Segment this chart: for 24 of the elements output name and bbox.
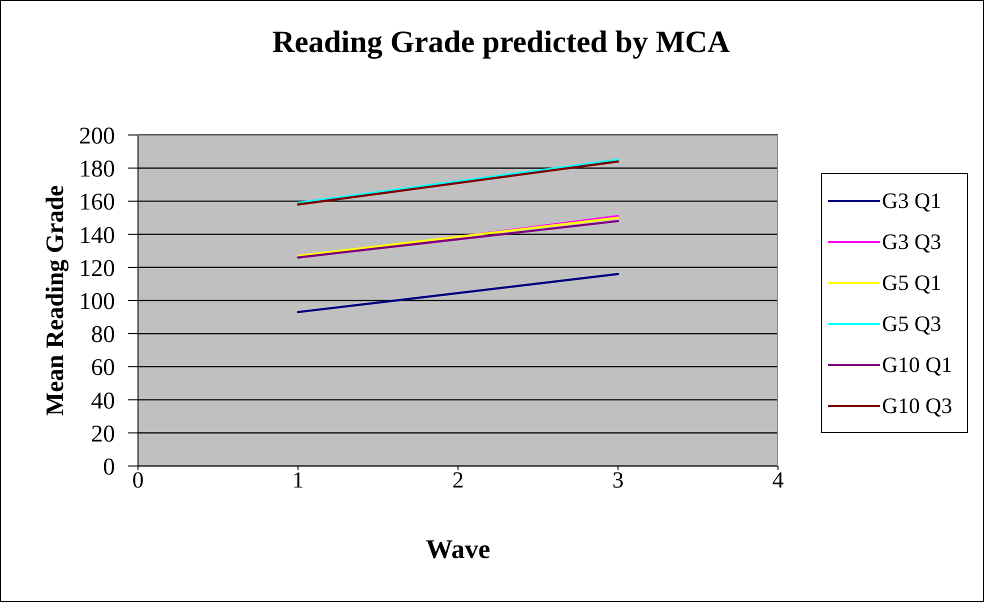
chart-title: Reading Grade predicted by MCA bbox=[271, 24, 731, 60]
x-tick-label: 3 bbox=[612, 467, 624, 492]
y-tick-label: 60 bbox=[91, 355, 115, 382]
x-tick-label: 2 bbox=[452, 467, 464, 492]
x-tick-label: 4 bbox=[772, 467, 784, 492]
y-tick-label: 20 bbox=[91, 421, 115, 448]
y-tick-label: 140 bbox=[79, 222, 115, 249]
y-tick-label: 40 bbox=[91, 388, 115, 414]
legend-label: G5 Q3 bbox=[882, 310, 942, 336]
legend-label: G3 Q3 bbox=[882, 228, 942, 254]
x-tick-label: 0 bbox=[132, 467, 144, 492]
y-tick-label: 100 bbox=[79, 289, 115, 316]
y-tick-label: 80 bbox=[91, 322, 115, 348]
y-tick-label: 200 bbox=[79, 124, 115, 150]
y-tick-label: 180 bbox=[79, 156, 115, 183]
y-axis-title: Mean Reading Grade bbox=[42, 185, 69, 416]
x-axis-title: Wave bbox=[426, 534, 490, 564]
y-tick-label: 160 bbox=[79, 190, 115, 216]
x-tick-label: 1 bbox=[292, 467, 304, 492]
legend-label: G5 Q1 bbox=[882, 270, 942, 296]
legend-label: G3 Q1 bbox=[882, 188, 942, 214]
legend-label: G10 Q1 bbox=[882, 352, 952, 378]
y-tick-label: 120 bbox=[79, 256, 115, 282]
legend-label: G10 Q3 bbox=[882, 392, 952, 418]
